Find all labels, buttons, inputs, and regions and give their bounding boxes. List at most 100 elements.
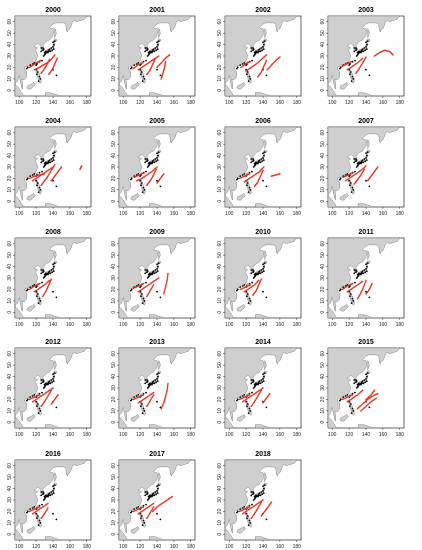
- station-point: [349, 182, 352, 184]
- station-point: [262, 268, 264, 270]
- panel-year-title: 2009: [149, 229, 165, 236]
- station-point: [145, 170, 147, 173]
- track-point: [80, 165, 83, 167]
- station-point: [241, 63, 244, 65]
- y-tick-label: 40: [217, 486, 223, 492]
- station-point: [38, 407, 41, 410]
- station-point: [33, 173, 36, 175]
- station-point: [338, 67, 341, 70]
- station-point: [29, 508, 32, 510]
- asia-landmass: [225, 238, 297, 312]
- x-tick-label: 140: [49, 211, 58, 217]
- station-point: [156, 268, 158, 270]
- y-tick-label: 20: [111, 175, 117, 181]
- station-point: [365, 154, 368, 157]
- x-tick-label: 120: [32, 100, 41, 106]
- station-point: [37, 302, 40, 304]
- station-point: [151, 161, 154, 164]
- x-tick-label: 100: [119, 432, 128, 438]
- station-point: [52, 154, 55, 157]
- station-point: [260, 379, 263, 381]
- station-point: [47, 161, 50, 164]
- y-tick-label: 30: [217, 53, 223, 59]
- station-point: [248, 282, 251, 285]
- y-tick-label: 20: [217, 396, 223, 402]
- track-point: [146, 295, 148, 298]
- track-point: [260, 501, 263, 504]
- station-point: [141, 524, 144, 526]
- typhoon-track: [243, 279, 260, 293]
- island-landmass: [45, 314, 60, 318]
- station-point: [42, 159, 45, 162]
- x-tick-label: 180: [396, 432, 405, 438]
- station-point: [47, 50, 50, 53]
- track-point: [356, 394, 359, 396]
- track-point: [264, 62, 267, 64]
- track-point: [45, 397, 48, 400]
- station-point: [149, 51, 152, 54]
- station-point: [259, 161, 262, 164]
- station-point: [49, 50, 52, 53]
- island-landmass: [264, 360, 267, 370]
- station-point: [144, 47, 147, 49]
- station-point: [262, 373, 264, 376]
- station-point: [153, 50, 156, 53]
- track-point: [164, 65, 166, 68]
- station-point: [25, 399, 28, 402]
- track-point: [166, 275, 169, 278]
- x-tick-label: 120: [242, 100, 251, 106]
- station-point: [156, 68, 158, 71]
- track-point: [375, 397, 377, 400]
- station-point: [243, 173, 246, 175]
- track-point: [166, 390, 168, 393]
- station-point: [39, 410, 42, 412]
- station-point: [353, 50, 356, 53]
- island-landmass: [54, 250, 57, 260]
- island-landmass: [15, 195, 24, 207]
- y-tick-label: 20: [7, 508, 13, 514]
- station-point: [353, 47, 356, 49]
- track-point: [150, 178, 152, 181]
- track-point: [48, 58, 51, 61]
- map-content: [225, 127, 297, 207]
- station-point: [239, 286, 242, 288]
- station-point: [129, 511, 132, 514]
- island-landmass: [149, 536, 164, 540]
- station-point: [140, 515, 143, 517]
- island-landmass: [236, 414, 246, 422]
- station-point: [365, 157, 367, 159]
- station-point: [45, 273, 48, 276]
- station-point: [42, 166, 45, 168]
- track-point: [53, 165, 55, 167]
- station-point: [355, 270, 358, 272]
- station-point: [144, 382, 147, 385]
- station-point: [353, 382, 356, 385]
- map-content: [225, 238, 297, 318]
- map-content: [119, 348, 191, 428]
- station-point: [42, 380, 45, 382]
- station-point: [365, 265, 368, 268]
- track-point: [257, 394, 260, 396]
- y-tick-label: 60: [320, 351, 326, 357]
- x-tick-label: 160: [276, 211, 285, 217]
- track-point: [163, 290, 166, 293]
- station-point: [37, 191, 40, 194]
- station-point: [143, 78, 146, 80]
- station-point: [366, 372, 369, 374]
- track-point: [258, 178, 260, 181]
- station-point: [365, 68, 367, 71]
- track-point: [167, 384, 169, 386]
- asia-landmass: [119, 348, 191, 422]
- station-point: [51, 381, 54, 384]
- station-point: [351, 297, 354, 300]
- island-landmass: [236, 193, 246, 201]
- track-point: [48, 284, 50, 286]
- y-tick-label: 0: [7, 200, 13, 203]
- y-tick-label: 50: [111, 141, 117, 147]
- station-point: [247, 191, 250, 194]
- track-point: [161, 73, 164, 76]
- track-point: [258, 279, 260, 282]
- station-point: [365, 378, 367, 380]
- track-point: [154, 57, 157, 60]
- station-point: [262, 46, 264, 48]
